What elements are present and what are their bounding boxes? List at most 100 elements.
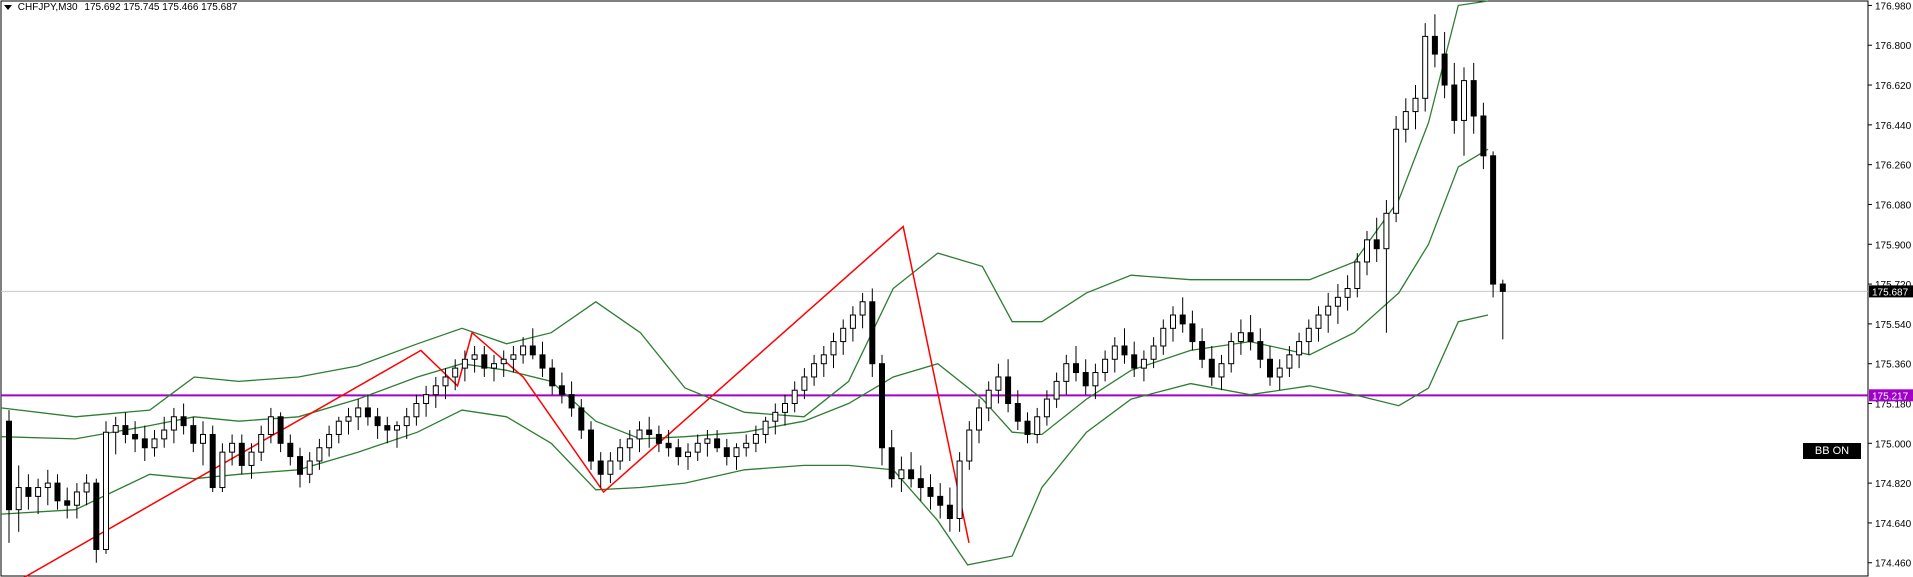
candle-body bbox=[15, 487, 22, 511]
candle-body bbox=[209, 433, 216, 489]
candle-body bbox=[1490, 155, 1497, 285]
candle bbox=[413, 394, 420, 426]
candle bbox=[626, 430, 633, 461]
candle bbox=[723, 438, 730, 466]
chevron-down-icon[interactable] bbox=[4, 4, 12, 10]
candle-body bbox=[1257, 341, 1264, 360]
candle bbox=[267, 407, 274, 444]
price-tick-label: 174.640 bbox=[1875, 519, 1912, 530]
candle bbox=[675, 438, 682, 466]
candle-body bbox=[403, 416, 410, 427]
candle-body bbox=[461, 358, 468, 369]
candle bbox=[1441, 31, 1448, 99]
candle bbox=[258, 425, 265, 461]
candle bbox=[335, 416, 342, 444]
candle bbox=[277, 412, 284, 453]
candle bbox=[995, 363, 1002, 404]
candle bbox=[1286, 346, 1293, 377]
candle-body bbox=[442, 376, 449, 387]
candle-body bbox=[1470, 80, 1477, 117]
candle bbox=[1150, 337, 1157, 369]
candle-body bbox=[879, 363, 885, 449]
candle-body bbox=[1431, 35, 1438, 55]
candle-body bbox=[617, 447, 624, 462]
candle bbox=[364, 394, 371, 426]
price-tick-label: 175.360 bbox=[1875, 360, 1912, 371]
chart-header: CHFJPY,M30 175.692 175.745 175.466 175.6… bbox=[4, 2, 237, 13]
candle-body bbox=[384, 425, 391, 431]
candle bbox=[1422, 23, 1429, 112]
candle-body bbox=[704, 438, 711, 444]
candle-body bbox=[1267, 358, 1273, 378]
candle-body bbox=[229, 442, 236, 453]
candle-body bbox=[180, 416, 187, 427]
candle-body bbox=[1228, 341, 1235, 365]
candle bbox=[141, 425, 148, 461]
candle-body bbox=[1373, 239, 1380, 250]
candle-body bbox=[1441, 53, 1448, 86]
price-tick-label: 176.800 bbox=[1875, 41, 1912, 52]
candle bbox=[209, 425, 216, 492]
candle bbox=[1431, 14, 1438, 68]
candle bbox=[83, 474, 90, 506]
candle-body bbox=[1218, 363, 1225, 378]
candle bbox=[345, 407, 352, 435]
candle-body bbox=[413, 403, 420, 418]
candle bbox=[1034, 407, 1041, 444]
candle bbox=[1334, 284, 1341, 324]
candle-body bbox=[1189, 323, 1196, 343]
candle-body bbox=[1053, 380, 1060, 400]
candle bbox=[151, 430, 158, 457]
candle bbox=[529, 328, 536, 360]
price-tick-label: 176.980 bbox=[1875, 1, 1912, 12]
candle bbox=[122, 412, 129, 444]
candle bbox=[35, 478, 42, 515]
candle bbox=[1102, 350, 1109, 382]
candle-body bbox=[491, 363, 497, 369]
bb-toggle-button[interactable]: BB ON bbox=[1803, 443, 1861, 459]
candle-body bbox=[869, 301, 876, 365]
level-price-tag-label: 175.217 bbox=[1872, 391, 1909, 402]
candle bbox=[956, 452, 963, 532]
candle-body bbox=[626, 438, 633, 449]
candle-body bbox=[1499, 283, 1506, 292]
candle bbox=[1228, 332, 1235, 373]
candle-body bbox=[927, 487, 934, 497]
candle-body bbox=[1121, 345, 1128, 356]
candle bbox=[1111, 337, 1118, 373]
candle-body bbox=[849, 314, 856, 329]
candle bbox=[1063, 354, 1070, 395]
candle bbox=[820, 346, 827, 377]
candle-body bbox=[1247, 332, 1254, 343]
candle bbox=[481, 346, 488, 377]
candle-body bbox=[54, 482, 61, 502]
candle bbox=[132, 421, 139, 453]
current-price-tag: 175.687 bbox=[1869, 285, 1913, 298]
candle-body bbox=[840, 327, 847, 343]
candle bbox=[238, 434, 245, 475]
candle bbox=[1131, 341, 1138, 377]
candle-body bbox=[937, 495, 944, 506]
candle-body bbox=[1364, 239, 1370, 263]
candle bbox=[782, 394, 788, 426]
candle bbox=[1053, 372, 1060, 408]
price-tick-label: 174.460 bbox=[1875, 559, 1912, 570]
candle bbox=[801, 368, 808, 400]
candle bbox=[161, 416, 168, 448]
candle-body bbox=[190, 425, 197, 444]
candle bbox=[103, 421, 109, 554]
candle-body bbox=[1179, 314, 1186, 325]
level-price-tag-bg bbox=[1869, 389, 1913, 402]
candle-body bbox=[170, 416, 177, 431]
candle-body bbox=[25, 487, 32, 497]
candle bbox=[830, 332, 837, 369]
price-tick-label: 176.080 bbox=[1875, 200, 1912, 211]
candle-body bbox=[1354, 261, 1361, 290]
candle bbox=[1470, 62, 1477, 134]
candle-body bbox=[976, 407, 982, 431]
candle-body bbox=[985, 389, 992, 409]
candle bbox=[64, 487, 71, 519]
candle bbox=[306, 452, 313, 484]
candle-body bbox=[597, 460, 604, 475]
